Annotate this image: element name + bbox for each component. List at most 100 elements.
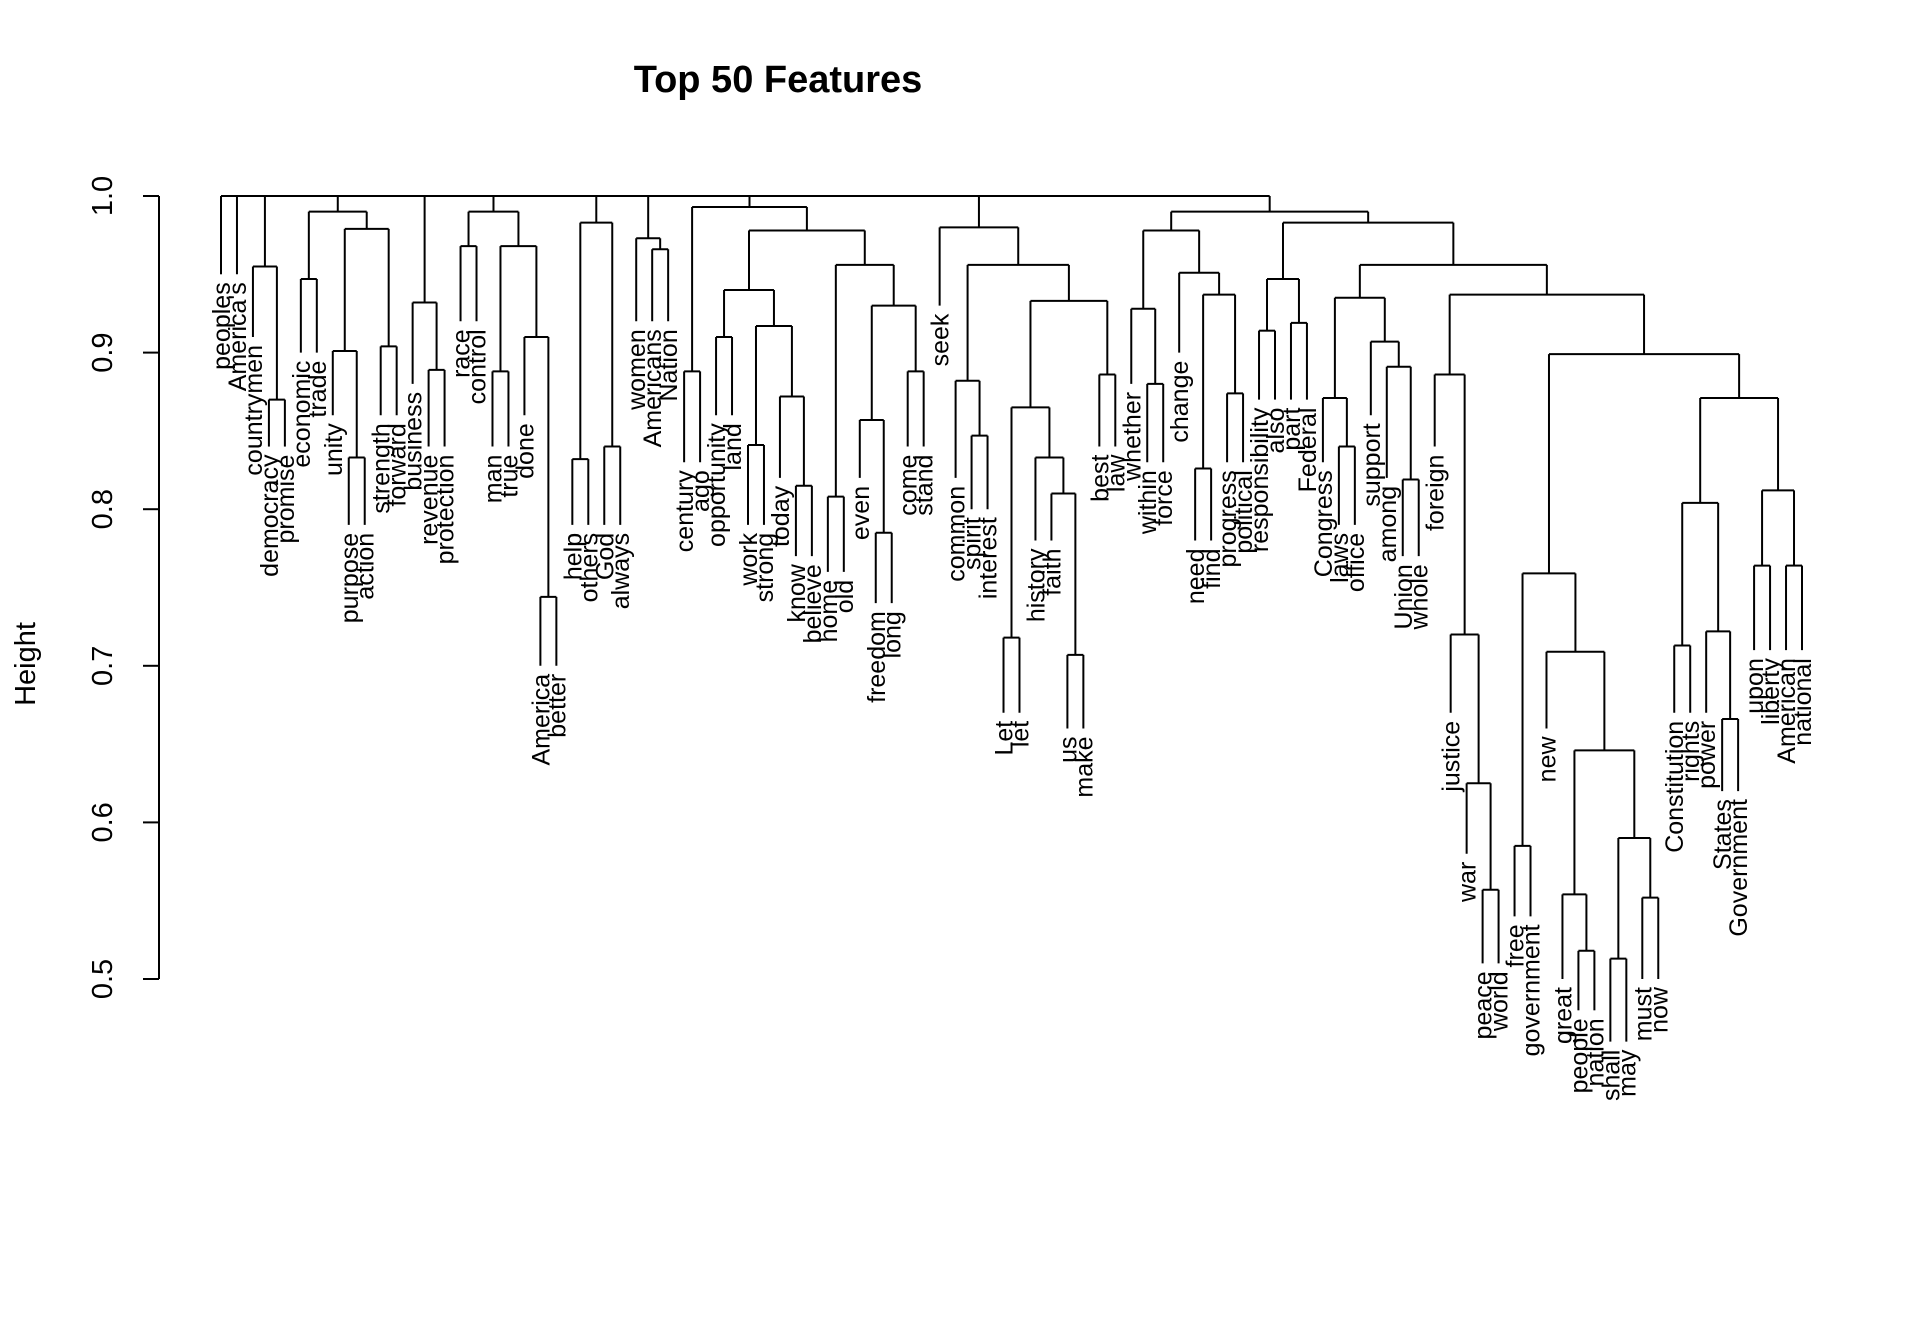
leaf-label-foreign: foreign [1422, 455, 1450, 531]
leaf-label-done: done [511, 423, 539, 479]
leaf-label-part: part [1278, 408, 1306, 451]
leaf-label-forward: forward [384, 423, 412, 506]
leaf-label-common: common [943, 486, 971, 582]
leaf-label-strong: strong [751, 533, 779, 602]
leaf-label-may: may [1613, 1049, 1641, 1097]
y-tick-label: 0.9 [87, 332, 119, 372]
leaf-label-rights: rights [1677, 721, 1705, 782]
leaf-label-federal: Federal [1294, 408, 1322, 493]
leaf-label-democracy: democracy [256, 454, 284, 577]
leaf-label-action: action [352, 533, 380, 600]
leaf-label-today: today [767, 485, 795, 547]
leaf-label-countrymen: countrymen [240, 345, 268, 476]
leaf-label-century: century [671, 470, 699, 552]
leaf-label-help: help [559, 533, 587, 580]
leaf-label-land: land [719, 423, 747, 470]
leaf-label-race: race [448, 329, 476, 378]
y-tick-label: 0.5 [87, 959, 119, 999]
leaf-label-union: Union [1390, 564, 1418, 629]
leaf-label-true: true [495, 455, 523, 498]
leaf-label-america: America [527, 674, 555, 766]
y-axis-label: Height [10, 622, 42, 706]
leaf-label-promise: promise [272, 455, 300, 544]
leaf-label-great: great [1549, 987, 1577, 1044]
y-axis: 0.5 0.6 0.7 0.8 0.9 1.0 [87, 176, 160, 999]
leaf-label-god: God [591, 533, 619, 580]
leaf-label-freedom: freedom [863, 611, 891, 703]
leaf-label-best: best [1086, 455, 1114, 502]
leaf-label-opportunity: opportunity [703, 423, 731, 547]
leaf-label-stand: stand [911, 455, 939, 516]
leaf-label-whole: whole [1406, 564, 1434, 630]
leaf-label-purpose: purpose [336, 533, 364, 623]
leaf-label-man: man [479, 455, 507, 504]
leaf-label-change: change [1166, 361, 1194, 443]
leaf-label-long: long [879, 611, 907, 658]
leaf-label-business: business [400, 392, 428, 491]
leaf-label-among: among [1374, 486, 1402, 562]
leaf-label-women: women [623, 329, 651, 411]
leaf-label-trade: trade [304, 361, 332, 418]
leaf-label-power: power [1693, 721, 1721, 789]
y-tick-label: 0.8 [87, 489, 119, 529]
chart-title: Top 50 Features [634, 59, 923, 101]
leaf-label-national: national [1789, 658, 1817, 746]
leaf-label-free: free [1502, 924, 1530, 967]
leaf-label-faith: faith [1038, 549, 1066, 596]
leaf-label-strength: strength [368, 423, 396, 513]
leaf-label-interest: interest [975, 517, 1003, 599]
leaf-label-nation: nation [1581, 1018, 1609, 1086]
leaf-label-control: control [464, 329, 492, 404]
leaf-label-nation: Nation [655, 329, 683, 401]
leaf-label-spirit: spirit [959, 517, 987, 570]
leaf-label-responsibility: responsibility [1246, 407, 1274, 552]
leaf-label-force: force [1150, 470, 1178, 526]
leaf-label-law: law [1102, 454, 1130, 492]
leaf-label-states: States [1709, 799, 1737, 870]
leaf-label-war: war [1454, 862, 1482, 903]
leaf-label-find: find [1198, 549, 1226, 589]
leaf-label-support: support [1358, 423, 1386, 506]
leaf-label-better: better [543, 674, 571, 738]
leaf-label-political: political [1230, 470, 1258, 553]
leaf-label-make: make [1070, 736, 1098, 797]
leaf-label-come: come [895, 455, 923, 516]
leaf-label-peace: peace [1470, 971, 1498, 1039]
leaf-label-progress: progress [1214, 470, 1242, 567]
leaf-label-congress: Congress [1310, 470, 1338, 577]
leaf-label-american: American [1773, 658, 1801, 764]
leaf-label-believe: believe [799, 564, 827, 643]
leaf-label-home: home [815, 580, 843, 643]
leaf-label-america-s: America's [224, 282, 252, 391]
leaf-label-seek: seek [927, 313, 955, 366]
y-tick-label: 1.0 [87, 176, 119, 216]
leaf-label-justice: justice [1438, 721, 1466, 793]
leaf-label-also: also [1262, 408, 1290, 454]
leaf-label-let: Let [991, 721, 1019, 756]
leaf-label-government: government [1518, 924, 1546, 1056]
leaf-label-know: know [783, 563, 811, 622]
leaf-label-laws: laws [1326, 533, 1354, 583]
leaf-label-let: let [1006, 721, 1034, 747]
y-tick-label: 0.7 [87, 646, 119, 686]
leaf-labels: peoplesAmerica'scountrymendemocracypromi… [208, 282, 1817, 1101]
leaf-label-even: even [847, 486, 875, 540]
leaf-label-always: always [607, 533, 635, 609]
y-tick-label: 0.6 [87, 802, 119, 842]
leaf-label-world: world [1486, 971, 1514, 1032]
leaf-label-must: must [1629, 987, 1657, 1041]
leaf-label-history: history [1022, 548, 1050, 622]
leaf-label-within: within [1134, 470, 1162, 535]
leaf-label-protection: protection [432, 455, 460, 565]
leaf-label-americans: Americans [639, 329, 667, 447]
leaf-label-upon: upon [1741, 658, 1769, 714]
leaf-label-us: us [1054, 736, 1082, 762]
leaf-label-new: new [1533, 736, 1561, 783]
leaf-label-economic: economic [288, 361, 316, 468]
leaf-label-whether: whether [1118, 392, 1146, 482]
leaf-label-old: old [831, 580, 859, 613]
leaf-label-constitution: Constitution [1661, 721, 1689, 853]
leaf-label-ago: ago [687, 470, 715, 512]
leaf-label-shall: shall [1597, 1050, 1625, 1101]
